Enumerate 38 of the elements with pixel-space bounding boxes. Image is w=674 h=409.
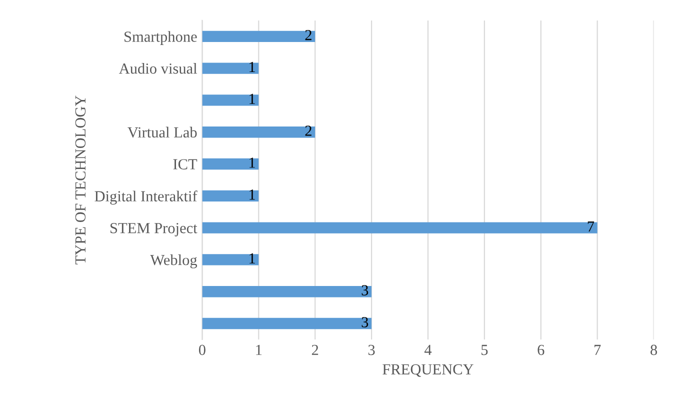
x-tick-label: 2	[312, 344, 318, 355]
y-tick-label: Weblog	[150, 254, 198, 268]
bar	[202, 286, 372, 298]
bar	[202, 254, 259, 266]
x-tick-label: 8	[650, 344, 658, 356]
bar	[202, 318, 372, 330]
x-tick-label: 0	[198, 344, 206, 356]
bar	[202, 158, 259, 170]
y-tick-label: Digital Interaktif	[94, 190, 198, 205]
x-tick-label: 1	[256, 344, 262, 355]
x-axis-title: FREQUENCY	[382, 364, 474, 377]
bar	[202, 30, 316, 42]
data-label: 2	[305, 30, 312, 40]
data-label: 3	[362, 317, 368, 328]
x-tick-label: 4	[424, 344, 432, 355]
data-label: 2	[305, 126, 312, 136]
y-axis-title: TYPE OF TECHNOLOGY	[75, 96, 86, 264]
y-tick-label: ICT	[173, 159, 198, 170]
y-tick-label: Audio visual	[118, 63, 198, 74]
bar	[202, 222, 598, 234]
bar	[202, 126, 316, 138]
x-tick-label: 3	[368, 344, 375, 356]
y-tick-label: Smartphone	[124, 31, 197, 45]
bar	[202, 62, 259, 74]
data-label: 7	[588, 221, 594, 232]
data-label: 1	[250, 158, 255, 168]
data-label: 1	[250, 62, 255, 72]
data-label: 3	[362, 285, 368, 296]
x-tick-label: 5	[482, 344, 488, 356]
data-label: 1	[250, 253, 255, 264]
y-tick-label: STEM Project	[110, 222, 198, 236]
bar	[202, 190, 259, 202]
data-label: 1	[250, 94, 255, 104]
x-tick-label: 6	[538, 344, 544, 356]
data-label: 1	[250, 190, 255, 200]
y-tick-label: Virtual Lab	[128, 126, 197, 138]
bar	[202, 94, 259, 106]
x-tick-label: 7	[594, 344, 601, 355]
